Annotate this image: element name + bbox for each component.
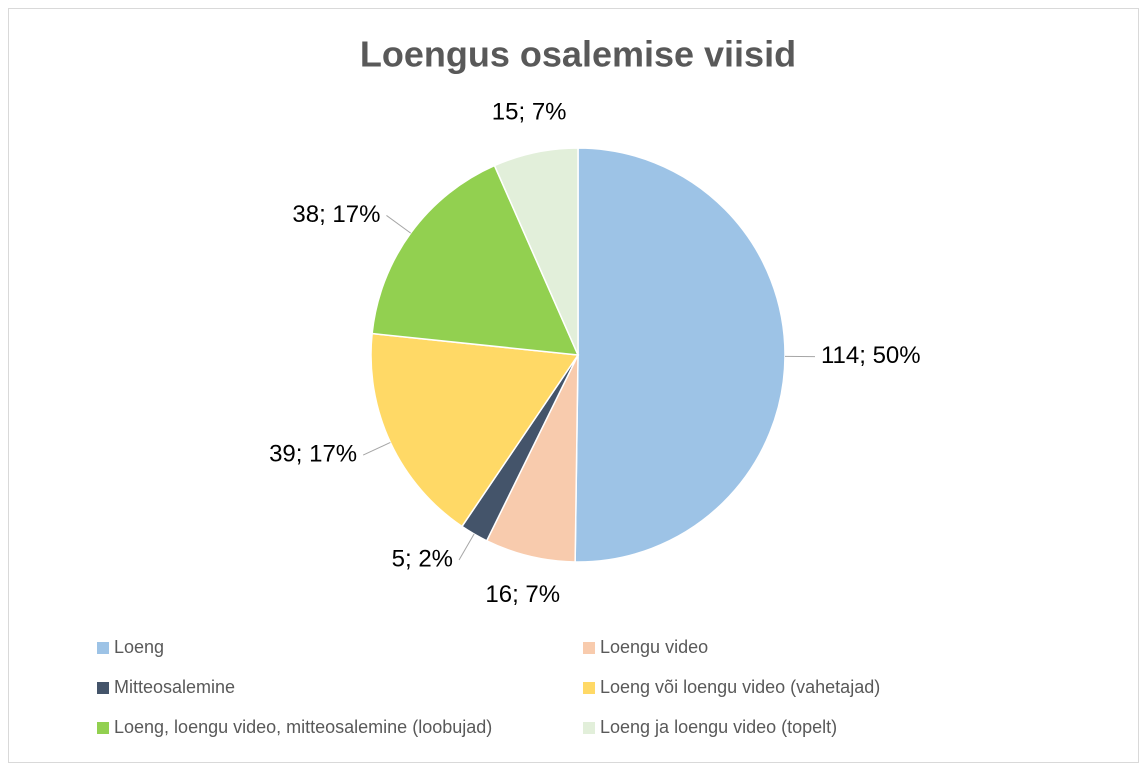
- pie-slice: [371, 164, 580, 356]
- data-label: 39; 17%: [269, 440, 357, 467]
- legend-label: Loeng: [114, 637, 164, 657]
- legend-swatch: [583, 642, 595, 654]
- pie-slice: [574, 147, 786, 563]
- pie-slice: [370, 332, 580, 528]
- leader-line: [458, 533, 475, 561]
- legend-swatch: [583, 682, 595, 694]
- legend-label: Loeng, loengu video, mitteosalemine (loo…: [114, 717, 492, 737]
- data-label: 16; 7%: [485, 581, 560, 608]
- legend-label: Loengu video: [600, 637, 708, 657]
- legend-swatch: [97, 642, 109, 654]
- pie-slice: [493, 147, 579, 356]
- legend-label: Mitteosalemine: [114, 677, 235, 697]
- data-label: 15; 7%: [492, 98, 567, 125]
- chart-title: Loengus osalemise viisid: [360, 34, 796, 75]
- data-label: 5; 2%: [392, 545, 453, 572]
- legend-label: Loeng ja loengu video (topelt): [600, 717, 837, 737]
- leader-line: [386, 215, 411, 234]
- legend-label: Loeng või loengu video (vahetajad): [600, 677, 880, 697]
- leader-line: [362, 441, 391, 456]
- data-label: 114; 50%: [821, 342, 921, 369]
- data-label: 38; 17%: [292, 201, 380, 228]
- legend-swatch: [97, 722, 109, 734]
- legend-swatch: [583, 722, 595, 734]
- legend-swatch: [97, 682, 109, 694]
